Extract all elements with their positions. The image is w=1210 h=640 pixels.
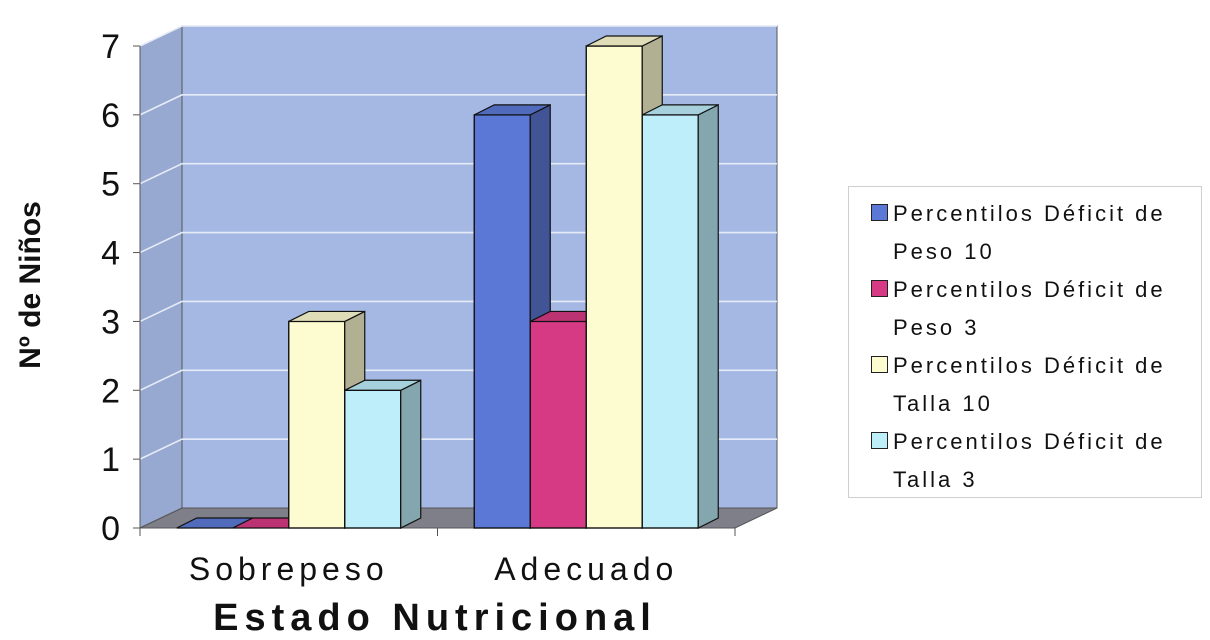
legend-swatch bbox=[871, 356, 888, 373]
x-category-label: Sobrepeso bbox=[189, 551, 389, 587]
bar-front bbox=[473, 114, 531, 529]
y-tick-label: 3 bbox=[101, 303, 120, 341]
bar bbox=[344, 379, 422, 529]
bar-front bbox=[585, 45, 643, 529]
legend-item: Percentilos Déficit de Talla 3 bbox=[871, 423, 1193, 499]
side-wall bbox=[139, 25, 183, 529]
y-tick-label: 2 bbox=[101, 372, 120, 410]
bar bbox=[641, 103, 719, 529]
x-category-labels: Sobrepeso Adecuado bbox=[139, 528, 736, 587]
bar-side bbox=[400, 379, 422, 529]
y-tick-label: 5 bbox=[101, 166, 120, 204]
legend-swatch bbox=[871, 432, 888, 449]
bar-top bbox=[585, 35, 663, 47]
legend-label: Percentilos Déficit de Talla 10 bbox=[893, 353, 1166, 416]
gridline bbox=[139, 25, 777, 47]
bar-front bbox=[641, 114, 699, 529]
x-category-label: Adecuado bbox=[494, 551, 678, 587]
y-tick-label: 1 bbox=[101, 441, 120, 479]
gridline bbox=[139, 162, 777, 185]
y-tick-label: 4 bbox=[101, 235, 120, 273]
bar-top bbox=[641, 104, 719, 116]
y-tick-label: 0 bbox=[101, 510, 120, 548]
bar bbox=[288, 310, 366, 529]
legend-label: Percentilos Déficit de Peso 10 bbox=[893, 201, 1166, 264]
bars bbox=[176, 35, 719, 529]
x-axis-label: Estado Nutricional bbox=[213, 597, 657, 639]
bar-top bbox=[344, 379, 422, 391]
legend-item: Percentilos Déficit de Talla 10 bbox=[871, 347, 1193, 423]
gridline bbox=[139, 300, 777, 323]
bar-front bbox=[288, 320, 346, 529]
y-tick-labels: 0 1 2 3 4 5 6 7 bbox=[101, 28, 120, 548]
legend-label: Percentilos Déficit de Talla 3 bbox=[893, 429, 1166, 492]
gridline bbox=[139, 231, 777, 254]
legend-item: Percentilos Déficit de Peso 10 bbox=[871, 195, 1193, 271]
legend-swatch bbox=[871, 280, 888, 297]
legend-item: Percentilos Déficit de Peso 3 bbox=[871, 271, 1193, 347]
bar-front bbox=[344, 389, 402, 529]
gridline bbox=[139, 94, 777, 116]
y-axis-label: Nº de Niños bbox=[14, 201, 47, 369]
bar-top bbox=[288, 310, 366, 323]
bar-side bbox=[697, 103, 719, 529]
legend-swatch bbox=[871, 204, 888, 221]
y-tick-label: 6 bbox=[101, 97, 120, 135]
legend: Percentilos Déficit de Peso 10 Percentilo… bbox=[848, 186, 1202, 498]
legend-label: Percentilos Déficit de Peso 3 bbox=[893, 277, 1166, 340]
bar-front bbox=[529, 320, 587, 529]
bar-top bbox=[473, 104, 551, 116]
y-tick-label: 7 bbox=[101, 28, 120, 66]
